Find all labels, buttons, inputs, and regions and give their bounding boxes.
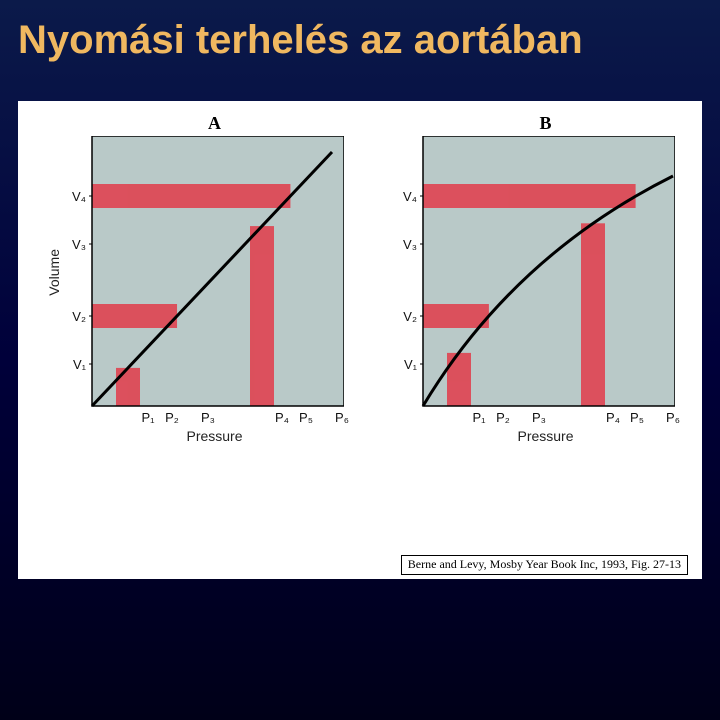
compliance-chart: V₄ V₃ V₂ V₁ — [64, 136, 344, 408]
pressure-band — [447, 353, 471, 406]
x-tick-label: P₆ — [335, 410, 349, 425]
pressure-band — [581, 223, 605, 406]
x-tick-label: P₄ — [275, 410, 289, 425]
x-axis-label: Pressure — [186, 428, 242, 444]
pressure-band — [250, 226, 274, 406]
chart-area: Volume V₄ V₃ V₂ V₁ — [46, 136, 344, 408]
y-tick-label: V₃ — [72, 237, 86, 252]
volume-band — [423, 184, 636, 208]
slide-title: Nyomási terhelés az aortában — [0, 0, 720, 71]
volume-band — [423, 304, 489, 328]
x-tick-label: P₆ — [666, 410, 680, 425]
x-tick-label: P₂ — [165, 410, 179, 425]
y-tick-label: V₄ — [403, 189, 417, 204]
x-tick-label: P₃ — [201, 410, 215, 425]
x-tick-label: P₁ — [141, 410, 155, 425]
panel-a: AVolumeV₄V₃V₂V₁P₁P₂P₃P₄P₅P₆Pressure — [46, 111, 344, 444]
compliance-chart: V₄ V₃ V₂ V₁ — [395, 136, 675, 408]
x-tick-label: P₅ — [630, 410, 644, 425]
panel-letter: A — [208, 113, 221, 134]
citation-caption: Berne and Levy, Mosby Year Book Inc, 199… — [401, 555, 688, 575]
y-tick-label: V₂ — [72, 309, 86, 324]
x-tick-label: P₅ — [299, 410, 313, 425]
chart-area: V₄ V₃ V₂ V₁ — [377, 136, 675, 408]
x-tick-label: P₁ — [472, 410, 486, 425]
y-tick-label: V₂ — [403, 309, 417, 324]
volume-band — [92, 304, 177, 328]
y-tick-label: V₁ — [403, 357, 417, 372]
x-tick-row: P₁P₂P₃P₄P₅P₆ — [415, 408, 655, 426]
y-axis-label: Volume — [46, 249, 62, 296]
volume-band — [92, 184, 290, 208]
panel-letter: B — [539, 113, 551, 134]
x-axis-label: Pressure — [517, 428, 573, 444]
panel-b: BV₄V₃V₂V₁P₁P₂P₃P₄P₅P₆Pressure — [377, 111, 675, 444]
x-tick-label: P₃ — [532, 410, 546, 425]
x-tick-label: P₂ — [496, 410, 510, 425]
x-tick-row: P₁P₂P₃P₄P₅P₆ — [84, 408, 324, 426]
y-tick-label: V₃ — [403, 237, 417, 252]
y-tick-label: V₄ — [72, 189, 86, 204]
figure-card: A Volume V₄ V₃ V₂ V₁ P₁ P₂ P₃ P₄ P₅ P₆ Pressure B V₄ V₃… — [18, 101, 702, 579]
panel-row: A Volume V₄ V₃ V₂ V₁ P₁ P₂ P₃ P₄ P₅ P₆ Pressure B V₄ V₃… — [32, 111, 688, 444]
y-tick-label: V₁ — [72, 357, 86, 372]
x-tick-label: P₄ — [606, 410, 620, 425]
pressure-band — [116, 368, 140, 406]
